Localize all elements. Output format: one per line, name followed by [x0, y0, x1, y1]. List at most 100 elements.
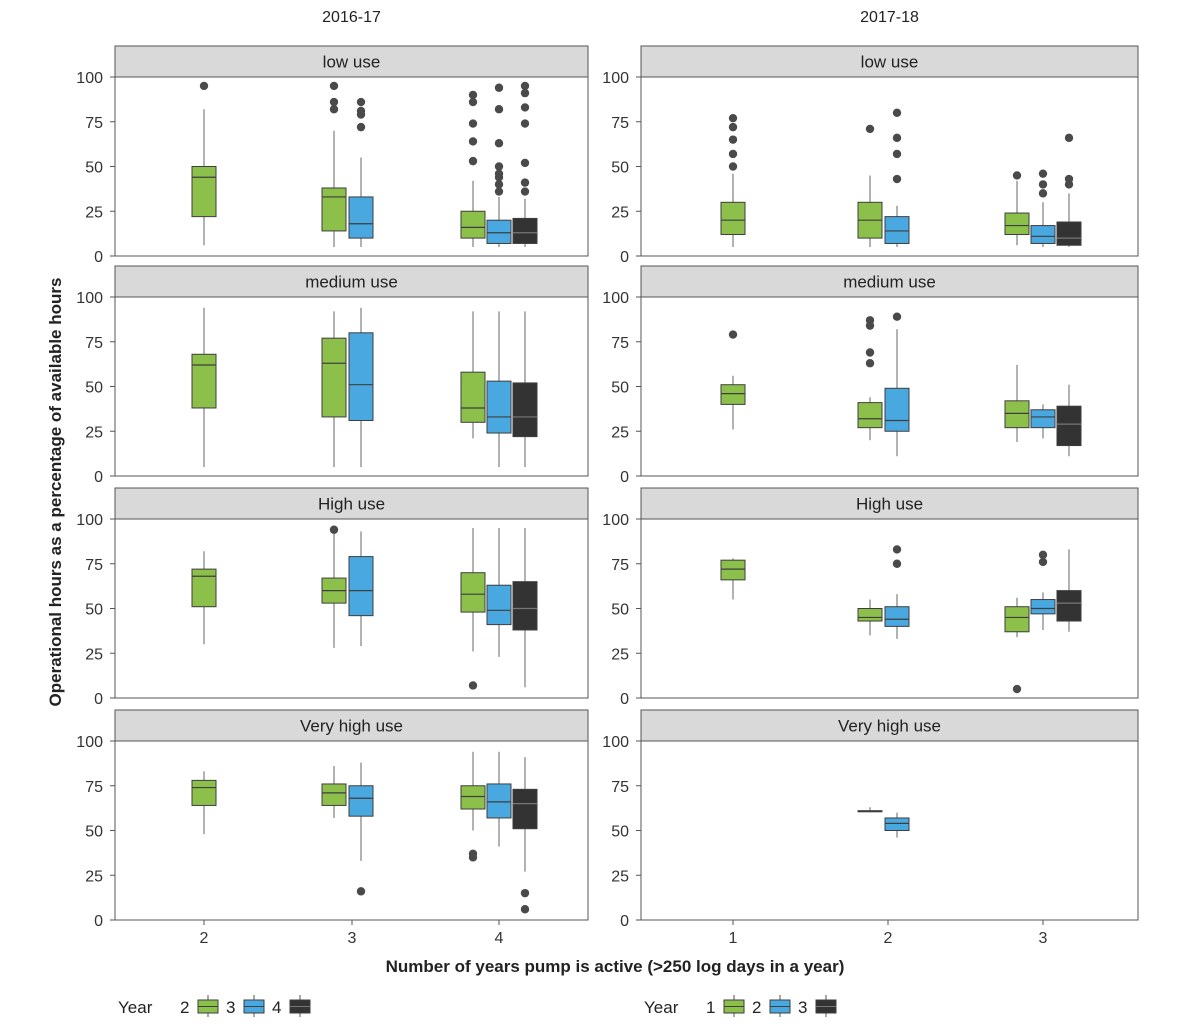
box-year-1 — [1004, 171, 1030, 246]
outlier-point — [494, 187, 504, 196]
box-year-2 — [460, 751, 486, 862]
box — [348, 196, 374, 239]
box — [460, 785, 486, 810]
y-tick-label: 0 — [94, 249, 103, 266]
outlier-point — [520, 158, 530, 168]
box — [191, 568, 217, 608]
panel-high-use: High use 0 25 50 75 100 — [76, 487, 589, 708]
legend-key-3 — [815, 995, 837, 1017]
box-year-2 — [321, 766, 347, 818]
panel-low-use: low use 0 25 50 75 100 — [602, 45, 1139, 266]
outlier-point — [892, 133, 902, 143]
plot-area — [114, 740, 589, 921]
column-title: 2016-17 — [322, 9, 381, 26]
outlier-point — [468, 119, 478, 128]
box-year-2 — [884, 812, 910, 838]
outlier-point — [1038, 169, 1048, 178]
y-tick-label: 75 — [611, 557, 629, 574]
outlier-point — [468, 97, 478, 107]
facet-strip — [640, 709, 1139, 742]
y-tick-label: 75 — [85, 335, 103, 352]
outlier-point — [494, 105, 504, 114]
outlier-point — [494, 162, 504, 171]
y-tick-label: 0 — [620, 249, 629, 266]
column-title: 2017-18 — [860, 9, 919, 26]
box — [191, 779, 217, 806]
facet-strip-label: medium use — [843, 273, 936, 292]
box-year-4 — [512, 757, 538, 914]
box-year-2 — [191, 771, 217, 835]
legend: Year 1 2 3 — [644, 995, 837, 1017]
x-tick-label: 2 — [884, 930, 893, 947]
outlier-point — [494, 180, 504, 189]
box-year-3 — [1056, 133, 1082, 248]
legend-label: 1 — [706, 998, 715, 1017]
legend-label: 4 — [272, 998, 281, 1017]
y-tick-label: 25 — [611, 204, 629, 221]
facet-strip — [640, 265, 1139, 298]
box-year-3 — [486, 83, 512, 248]
legend-label: 3 — [226, 998, 235, 1017]
panel-very-high-use: Very high use 0 25 50 75 100 1 2 3 — [602, 709, 1139, 947]
box — [1030, 225, 1056, 244]
outlier-point — [892, 545, 902, 554]
box-year-2 — [884, 312, 910, 457]
facet-strip — [640, 487, 1139, 520]
y-tick-label: 100 — [76, 512, 103, 529]
box — [1004, 606, 1030, 633]
box-year-1 — [720, 113, 746, 248]
box — [884, 387, 910, 432]
box-year-2 — [191, 81, 217, 246]
facet-strip-label: Very high use — [300, 717, 403, 736]
legend-label: 3 — [798, 998, 807, 1017]
box-year-2 — [460, 527, 486, 690]
y-tick-label: 0 — [620, 469, 629, 486]
y-tick-label: 100 — [602, 70, 629, 87]
y-tick-label: 50 — [85, 602, 103, 619]
y-tick-label: 100 — [76, 70, 103, 87]
outlier-point — [865, 124, 875, 134]
outlier-point — [520, 119, 530, 128]
outlier-point — [1038, 550, 1048, 559]
y-tick-label: 75 — [611, 335, 629, 352]
facet-strip-label: High use — [856, 495, 923, 514]
x-tick-label: 3 — [348, 930, 357, 947]
box-year-3 — [348, 762, 374, 896]
box — [1030, 599, 1056, 615]
plot-area — [640, 296, 1139, 477]
box-year-2 — [321, 81, 347, 248]
box — [720, 559, 746, 581]
y-tick-label: 100 — [602, 290, 629, 307]
box-year-2 — [884, 545, 910, 639]
legend-key-3 — [243, 995, 265, 1017]
facet-strip-label: low use — [861, 53, 919, 72]
box-year-3 — [486, 751, 512, 847]
facet-strip — [114, 45, 589, 78]
box-year-4 — [512, 527, 538, 688]
box-year-3 — [1056, 384, 1082, 457]
y-tick-label: 75 — [611, 115, 629, 132]
outlier-point — [468, 849, 478, 858]
box — [486, 584, 512, 626]
outlier-point — [728, 162, 738, 171]
box — [884, 817, 910, 831]
box-year-2 — [321, 311, 347, 468]
box — [512, 382, 538, 438]
outlier-point — [1064, 133, 1074, 143]
outlier-point — [468, 681, 478, 690]
box-year-3 — [486, 527, 512, 657]
box — [512, 581, 538, 631]
legend-label: 2 — [752, 998, 761, 1017]
x-tick-label: 1 — [729, 930, 738, 947]
box-year-1 — [857, 599, 883, 636]
facet-strip-label: High use — [318, 495, 385, 514]
box — [720, 201, 746, 236]
outlier-point — [1012, 171, 1022, 180]
outlier-point — [356, 106, 366, 116]
box — [486, 380, 512, 434]
box-year-2 — [460, 90, 486, 248]
box — [1056, 221, 1082, 246]
panel-high-use: High use 0 25 50 75 100 — [602, 487, 1139, 708]
box-year-3 — [1056, 549, 1082, 632]
